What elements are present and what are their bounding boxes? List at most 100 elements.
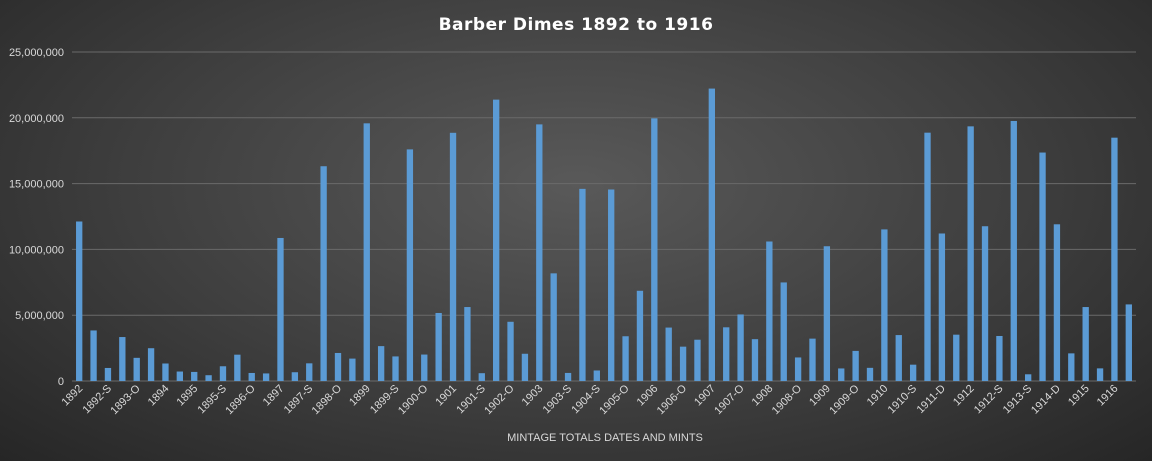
bar-1906-o [679,346,687,381]
x-tick-label: 1911-D [915,383,948,416]
bar-1906 [651,118,658,381]
x-tick-label: 1897 [261,383,287,409]
x-tick-label: 1915 [1066,383,1092,409]
bar-1914-d [1053,224,1061,381]
bar-1897-o [291,372,299,381]
x-tick-label: 1916 [1095,383,1121,409]
x-tick-label: 1899 [347,383,373,409]
bar-1905-s [636,290,644,381]
x-tick-label: 1897-S [282,383,316,417]
bar-1898 [320,166,327,381]
bar-1898-s [349,358,356,381]
x-tick-label: 1901 [433,383,459,409]
x-tick-label: 1910-S [886,383,920,417]
bar-1914-s [1068,353,1075,381]
bar-1907-d [723,327,730,381]
bar-1912 [967,126,974,381]
bar-1908-s [809,338,816,381]
x-tick-label: 1907-O [712,382,747,417]
bar-1911 [924,132,931,381]
x-tick-label: 1895 [175,383,201,409]
bar-1893-s [147,348,155,381]
y-tick-label: 15,000,000 [9,179,64,191]
x-tick-label: 1912 [951,383,977,409]
x-tick-label: 1906-O [655,382,690,417]
x-tick-label: 1908 [750,383,776,409]
x-tick-label: 1908-O [770,382,805,417]
x-tick-label: 1902-O [482,382,517,417]
bar-1895-s [219,366,227,381]
y-tick-label: 10,000,000 [9,244,64,256]
x-tick-label: 1910 [865,383,891,409]
bar-1902 [492,99,500,382]
bar-1892-o [90,330,97,381]
bar-1905-o [622,336,629,381]
x-tick-label: 1895-S [196,383,230,417]
x-tick-label: 1894 [146,383,172,409]
bar-1893-o [133,357,140,381]
bar-1905 [608,189,615,381]
bar-1909 [823,246,831,381]
bar-1899 [363,123,370,381]
bar-1901-o [464,307,471,381]
bar-1893 [119,337,126,381]
bar-1903 [536,124,543,381]
x-tick-label: 1907 [692,383,718,409]
x-tick-label: 1893-O [108,382,143,417]
chart-title: Barber Dimes 1892 to 1916 [439,15,714,35]
bar-1908-o [794,357,802,381]
x-tick-label: 1903 [520,383,546,409]
x-tick-label: 1905-O [597,382,632,417]
x-tick-label: 1904-S [569,383,603,417]
bar-1904-s [593,370,600,381]
bar-1912-d [981,226,989,381]
bar-1909-d [838,368,845,381]
bar-1906-d [665,327,672,381]
bar-1894 [162,363,169,381]
bar-1892-s [104,367,112,381]
bar-1916 [1111,137,1118,381]
y-axis-tick-labels: 0 5,000,000 10,000,000 15,000,000 20,000,000… [9,47,64,388]
bar-1902-s [521,353,529,381]
bar-1900 [406,149,414,381]
bar-1915-s [1096,368,1104,381]
bar-1910-s [909,364,917,381]
x-tick-label: 1909 [807,383,833,409]
bar-1896 [234,354,241,381]
bar-1912-s [996,335,1003,381]
bar-1908 [766,241,773,381]
bar-1896-s [262,373,270,381]
bar-1897 [277,237,284,381]
bar-1907-s [751,339,759,381]
x-tick-label: 1896-O [223,382,258,417]
x-tick-label: 1892-S [80,383,114,417]
x-tick-label: 1903-S [541,383,575,417]
bar-1913 [1010,120,1017,381]
bar-1900-o [421,354,428,381]
grid-lines [72,51,1136,382]
bar-1892 [76,221,83,381]
x-tick-label: 1906 [635,383,661,409]
x-tick-label: 1898-O [310,382,345,417]
bar-1895-o [205,375,212,381]
x-tick-label: 1901-S [454,383,488,417]
bar-1909-s [866,367,874,381]
bar-1908-d [780,282,787,381]
bar-1895 [191,371,198,381]
bar-1907-o [737,314,744,381]
bar-1899-o [377,346,385,381]
bar-1902-o [507,321,514,381]
bar-1903-o [550,273,557,381]
bar-1899-s [392,356,399,381]
x-tick-label: 1909-O [827,382,862,417]
bar-1903-s [564,372,572,381]
bar-1911-s [953,334,960,381]
y-tick-label: 25,000,000 [9,47,64,59]
bar-1914 [1039,152,1046,381]
bar-1907 [708,88,716,381]
bar-1901-s [478,373,485,381]
bar-1910-d [895,335,902,381]
